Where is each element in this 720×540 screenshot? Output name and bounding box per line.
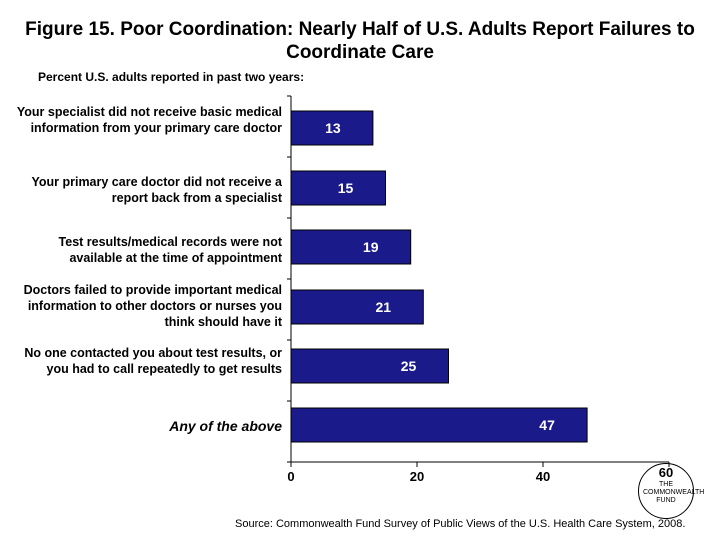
x-tick-label: 40 — [536, 469, 550, 484]
bar — [290, 289, 424, 325]
chart-subtitle: Percent U.S. adults reported in past two… — [38, 70, 305, 84]
bar — [290, 348, 449, 384]
logo-text: THE COMMONWEALTH FUND — [643, 481, 705, 504]
bar-value-label: 19 — [363, 239, 379, 255]
category-label-5: No one contacted you about test results,… — [24, 346, 282, 376]
bar — [290, 229, 412, 265]
bar — [290, 407, 588, 443]
x-tick-label: 0 — [287, 469, 294, 484]
commonwealth-fund-logo: 60 THE COMMONWEALTH FUND — [638, 463, 705, 519]
category-label-1: Your specialist did not receive basic me… — [16, 105, 282, 135]
x-tick-label: 20 — [410, 469, 424, 484]
chart-title: Figure 15. Poor Coordination: Nearly Hal… — [25, 19, 695, 63]
bar-value-label: 21 — [376, 299, 392, 315]
category-label-4: Doctors failed to provide important medi… — [23, 283, 282, 329]
category-label-6: Any of the above — [169, 418, 282, 434]
bar-value-label: 47 — [539, 417, 555, 433]
category-label-2: Your primary care doctor did not receive… — [31, 175, 282, 205]
bar-value-label: 13 — [325, 120, 341, 136]
page-number: 60 — [658, 465, 674, 480]
bar — [290, 170, 386, 206]
source-note: Source: Commonwealth Fund Survey of Publ… — [235, 518, 686, 530]
category-label-3: Test results/medical records were not av… — [58, 235, 282, 265]
bar-value-label: 25 — [401, 358, 417, 374]
bar — [290, 110, 374, 146]
bar-value-label: 15 — [338, 180, 354, 196]
